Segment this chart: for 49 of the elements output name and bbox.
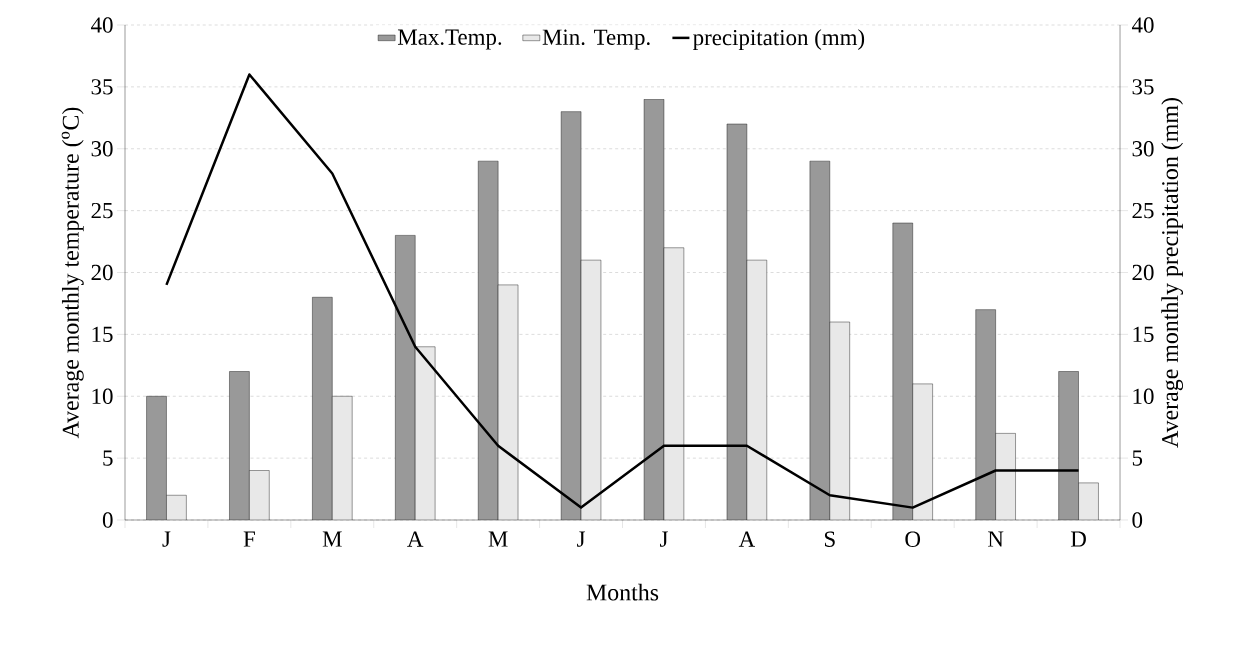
x-axis-title: Months bbox=[586, 583, 659, 601]
y2-tick-label: 35 bbox=[1132, 79, 1154, 95]
x-tick-label: J bbox=[577, 531, 586, 547]
x-tick-label: A bbox=[738, 531, 755, 547]
bar bbox=[332, 396, 353, 520]
legend-label: Max.Temp. bbox=[397, 29, 502, 50]
bar bbox=[912, 383, 933, 520]
x-tick-label: A bbox=[407, 531, 424, 547]
y-tick-label: 35 bbox=[91, 79, 113, 95]
bar bbox=[229, 371, 250, 520]
y2-tick-label: 40 bbox=[1131, 17, 1154, 33]
y2-axis-title: Average monthly precipitation (mm) bbox=[1161, 98, 1184, 448]
y2-tick-label: 15 bbox=[1133, 326, 1154, 343]
x-tick-label: F bbox=[243, 531, 255, 547]
x-tick-label: O bbox=[905, 531, 921, 547]
y-tick-label: 40 bbox=[91, 17, 113, 33]
bar bbox=[1078, 482, 1099, 520]
y-tick-label: 25 bbox=[91, 202, 113, 219]
bar bbox=[829, 322, 850, 520]
y-axis-title: Average monthly temperature ($^{o}$C) bbox=[61, 107, 84, 439]
y2-tick-label: 0 bbox=[1132, 512, 1143, 528]
y-tick-label: 30 bbox=[91, 141, 113, 157]
y-tick-label: 5 bbox=[103, 450, 113, 466]
bar bbox=[1058, 371, 1079, 520]
y-tick-label: 0 bbox=[102, 512, 113, 528]
bar bbox=[312, 297, 333, 520]
bar bbox=[975, 309, 996, 520]
y2-tick-label: 10 bbox=[1133, 388, 1154, 404]
x-tick-label: N bbox=[988, 531, 1004, 547]
bar bbox=[395, 235, 416, 520]
y2-tick-label: 5 bbox=[1132, 450, 1143, 466]
x-tick-label: J bbox=[659, 531, 668, 547]
legend-label: precipitation (mm) bbox=[693, 29, 865, 50]
x-tick-label: D bbox=[1070, 531, 1086, 547]
bar bbox=[146, 396, 167, 520]
x-tick-label: S bbox=[824, 531, 835, 547]
x-tick-label: M bbox=[322, 531, 342, 547]
y2-tick-label: 20 bbox=[1132, 264, 1154, 281]
y2-tick-label: 30 bbox=[1132, 141, 1154, 157]
bar bbox=[995, 433, 1016, 520]
y2-tick-label: 25 bbox=[1132, 202, 1154, 219]
legend-label: Min. Temp. bbox=[542, 29, 650, 50]
y-tick-label: 10 bbox=[92, 388, 113, 404]
y-tick-label: 15 bbox=[92, 326, 113, 343]
y-tick-label: 20 bbox=[91, 264, 113, 281]
bar bbox=[249, 470, 270, 520]
x-tick-label: J bbox=[162, 531, 171, 547]
x-tick-label: M bbox=[488, 531, 508, 547]
bar bbox=[892, 223, 913, 520]
